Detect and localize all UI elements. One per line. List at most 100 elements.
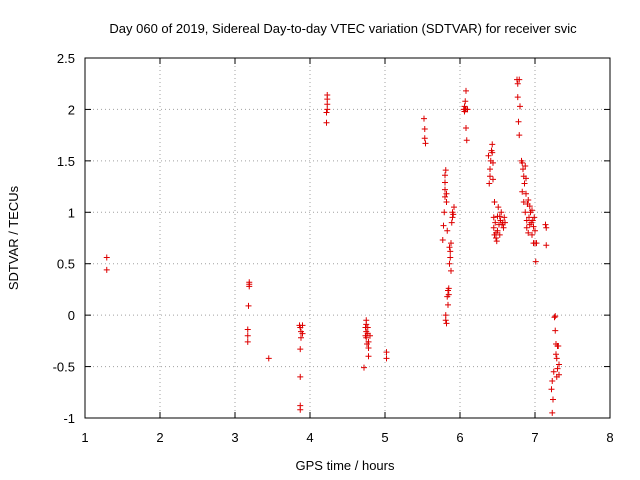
x-tick-label: 3	[231, 430, 238, 445]
data-point	[246, 279, 253, 286]
data-point	[440, 222, 447, 229]
x-tick-labels: 1 2 3 4 5 6 7 8	[81, 430, 613, 445]
data-point	[542, 221, 549, 228]
data-point	[441, 209, 448, 216]
axis-ticks	[84, 57, 611, 419]
data-points	[103, 76, 562, 416]
data-point	[365, 345, 372, 352]
data-point	[521, 180, 528, 187]
data-point	[364, 324, 371, 331]
data-point	[446, 244, 453, 251]
data-point	[517, 103, 523, 110]
data-point	[519, 159, 526, 166]
data-point	[448, 240, 454, 247]
y-axis-label: SDTVAR / TECUs	[6, 185, 21, 290]
data-point	[297, 406, 304, 413]
data-point	[442, 186, 448, 193]
data-point	[324, 92, 331, 99]
data-point	[324, 101, 331, 108]
data-point	[442, 193, 448, 200]
data-point	[520, 199, 527, 205]
y-tick-label: 2.5	[57, 51, 75, 66]
data-point	[543, 242, 550, 249]
data-point	[451, 204, 457, 211]
data-point	[324, 106, 331, 113]
data-point	[439, 237, 446, 244]
y-tick-labels: -1 -0.5 0 0.5 1 1.5 2 2.5	[53, 51, 75, 426]
data-point	[245, 302, 252, 309]
data-point	[361, 364, 367, 371]
data-point	[489, 141, 496, 148]
data-point	[442, 172, 448, 179]
data-point	[532, 227, 538, 234]
data-point	[445, 301, 451, 308]
data-point	[367, 332, 373, 339]
data-point	[446, 260, 453, 267]
data-point	[487, 173, 493, 180]
data-point	[525, 196, 532, 203]
data-point	[515, 118, 522, 125]
data-point	[297, 346, 304, 353]
data-point	[323, 119, 330, 126]
data-point	[550, 396, 556, 403]
data-point	[464, 106, 471, 113]
data-point	[523, 224, 530, 231]
data-point	[553, 355, 560, 362]
data-point	[500, 224, 507, 231]
x-tick-label: 1	[81, 430, 88, 445]
data-point	[463, 124, 469, 131]
data-point	[554, 365, 561, 372]
data-point	[383, 349, 390, 356]
data-point	[523, 190, 529, 197]
chart-title: Day 060 of 2019, Sidereal Day-to-day VTE…	[109, 21, 577, 36]
data-point	[421, 135, 428, 142]
grid	[85, 58, 610, 418]
data-point	[297, 373, 304, 380]
data-point	[448, 267, 454, 274]
data-point	[449, 214, 456, 221]
y-tick-label: 2	[68, 102, 75, 117]
data-point	[555, 343, 562, 349]
data-point	[298, 334, 304, 341]
data-point	[461, 103, 468, 110]
data-point	[493, 235, 499, 241]
y-tick-label: 1	[68, 205, 75, 220]
data-point	[552, 327, 559, 334]
data-point	[519, 188, 526, 195]
x-axis-label: GPS time / hours	[296, 458, 395, 473]
data-point	[442, 312, 449, 319]
data-point	[463, 137, 470, 144]
data-point	[502, 219, 508, 226]
data-point	[442, 179, 448, 186]
data-point	[485, 152, 492, 159]
x-tick-label: 2	[156, 430, 163, 445]
data-point	[548, 386, 555, 393]
data-point	[486, 180, 493, 187]
data-point	[549, 377, 556, 384]
data-point	[531, 214, 538, 221]
data-point	[552, 313, 559, 320]
data-point	[492, 219, 499, 226]
data-point	[422, 140, 429, 147]
data-point	[462, 98, 469, 105]
data-point	[444, 227, 451, 234]
data-point	[487, 166, 493, 173]
data-point	[496, 231, 503, 238]
data-point	[553, 351, 559, 358]
data-point	[421, 125, 428, 132]
data-point	[526, 214, 532, 221]
data-point	[442, 167, 449, 174]
x-tick-label: 5	[381, 430, 388, 445]
data-point	[501, 214, 508, 221]
data-point	[490, 159, 496, 166]
y-tick-label: 1.5	[57, 154, 75, 169]
data-point	[533, 240, 540, 247]
x-tick-label: 6	[456, 430, 463, 445]
data-point	[421, 115, 427, 122]
y-tick-label: 0.5	[57, 257, 75, 272]
data-point	[490, 214, 497, 221]
data-point	[495, 204, 502, 211]
data-point	[556, 371, 562, 378]
data-point	[442, 317, 449, 324]
